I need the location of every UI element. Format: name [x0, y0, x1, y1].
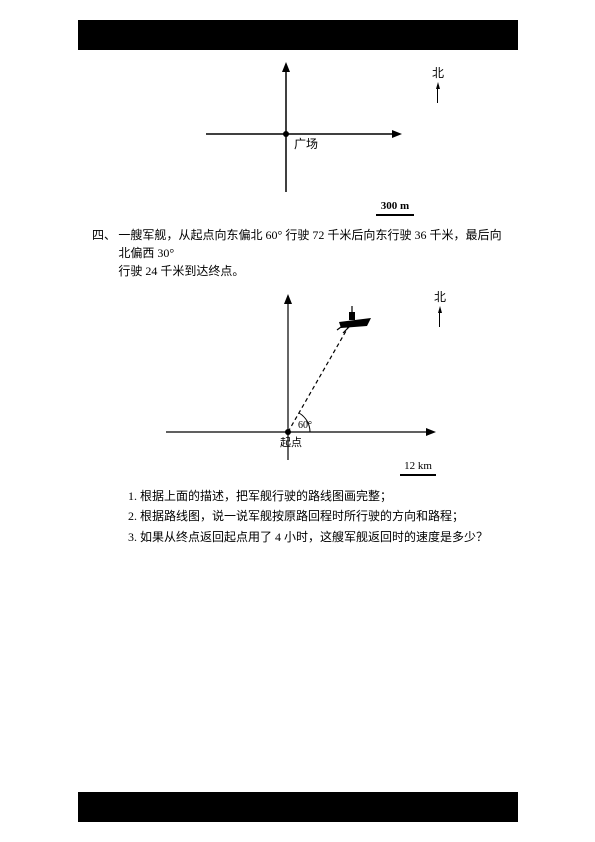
warship-icon — [337, 306, 371, 333]
figure-plaza-compass: 北 广场 300 m — [92, 60, 504, 220]
scale-bar-fig1 — [376, 214, 414, 216]
north-label-fig2: 北 — [434, 290, 446, 304]
scale-bar-fig2 — [400, 474, 436, 476]
scale-label-fig1: 300 m — [381, 200, 409, 212]
north-shaft-fig2 — [439, 313, 440, 327]
scale-fig1: 300 m — [376, 200, 414, 216]
plaza-label: 广场 — [294, 137, 318, 151]
question-2: 2. 根据路线图，说一说军舰按原路回程时所行驶的方向和路程； — [128, 506, 504, 526]
scale-label-fig2: 12 km — [404, 460, 432, 472]
north-label-fig1: 北 — [432, 66, 444, 80]
north-indicator-fig1: 北 — [432, 64, 444, 103]
top-black-bar — [78, 20, 518, 50]
north-arrowhead-fig2 — [438, 306, 442, 313]
section-4-line1: 一艘军舰，从起点向东偏北 60° 行驶 72 千米后向东行驶 36 千米，最后向… — [118, 226, 501, 262]
question-1: 1. 根据上面的描述，把军舰行驶的路线图画完整； — [128, 486, 504, 506]
north-shaft-fig1 — [437, 89, 438, 103]
section-4-label: 四、 — [92, 226, 118, 244]
route-svg: 60° 起点 — [138, 282, 458, 472]
figure-warship-route: 北 60° 起点 — [92, 282, 504, 482]
page: 北 广场 300 m — [0, 0, 595, 842]
bottom-black-bar — [78, 792, 518, 822]
compass-svg: 广场 — [168, 60, 428, 200]
north-indicator-fig2: 北 — [434, 288, 446, 327]
scale-fig2: 12 km — [400, 460, 436, 476]
section-4-line2: 行驶 24 千米到达终点。 — [92, 262, 504, 280]
start-label: 起点 — [280, 436, 302, 449]
question-3: 3. 如果从终点返回起点用了 4 小时，这艘军舰返回时的速度是多少？ — [128, 527, 504, 547]
angle-60-label: 60° — [298, 420, 312, 431]
question-list: 1. 根据上面的描述，把军舰行驶的路线图画完整； 2. 根据路线图，说一说军舰按… — [92, 486, 504, 547]
content-frame: 北 广场 300 m — [78, 50, 518, 792]
north-arrowhead-fig1 — [436, 82, 440, 89]
section-4: 四、一艘军舰，从起点向东偏北 60° 行驶 72 千米后向东行驶 36 千米，最… — [92, 226, 504, 280]
